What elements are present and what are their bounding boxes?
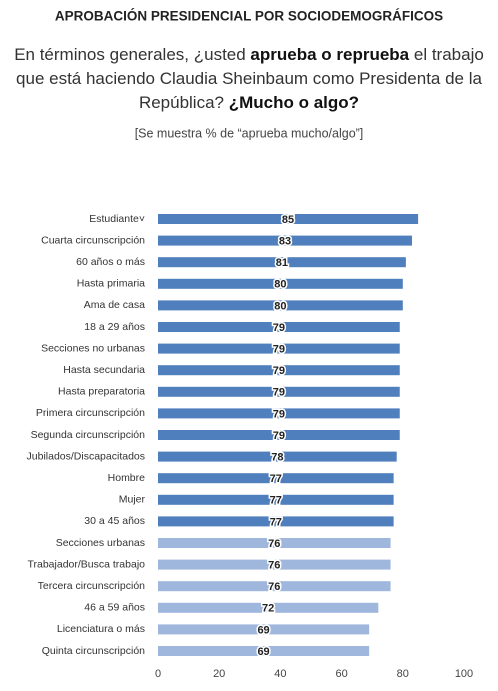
category-label: Jubilados/Discapacitados [27,450,145,462]
value-label: 80 [274,300,286,312]
category-label: Hasta secundaria [63,364,145,376]
bar [158,214,419,224]
bar [158,300,403,311]
value-label: 76 [268,581,280,593]
x-tick-label: 100 [455,668,473,680]
bar [158,365,400,376]
value-label: 69 [257,624,269,636]
bar [158,559,391,570]
category-label: Estudiante˅ [89,213,145,225]
category-label: Mujer [119,494,146,506]
bar [158,494,394,505]
value-label: 79 [273,408,285,420]
subtitle-part: el trabajo que está haciendo Claudia She… [16,45,484,112]
value-label: 80 [274,279,286,291]
value-label: 85 [282,214,294,226]
category-label: Tercera circunscripción [38,580,146,592]
subtitle-part: En términos generales, ¿usted [14,45,251,64]
value-label: 79 [273,344,285,356]
category-label: Secciones no urbanas [41,342,145,354]
category-label: Licenciatura o más [57,623,145,635]
category-label: Quinta circunscripción [42,645,145,657]
bar [158,408,400,419]
x-tick-label: 0 [155,668,161,680]
bar [158,451,397,462]
subtitle-part: aprueba o reprueba [250,45,410,64]
bar [158,235,412,246]
x-tick-label: 80 [397,668,409,680]
value-label: 69 [257,646,269,658]
value-label: 77 [270,516,282,528]
value-label: 76 [268,538,280,550]
bar [158,473,394,484]
bar [158,343,400,354]
x-tick-label: 20 [213,668,225,680]
value-label: 78 [271,452,283,464]
value-label: 77 [270,473,282,485]
value-label: 79 [273,430,285,442]
value-label: 79 [273,365,285,377]
bar [158,516,394,527]
category-label: 46 a 59 años [84,602,145,614]
bar [158,602,379,613]
category-label: Hasta preparatoria [58,386,145,398]
category-label: Secciones urbanas [56,537,145,549]
subtitle-part: ¿Mucho o algo? [228,93,360,112]
category-label: 30 a 45 años [84,515,145,527]
bar [158,257,406,268]
category-label: 60 años o más [76,256,145,268]
x-tick-label: 40 [274,668,286,680]
category-label: 18 a 29 años [84,321,145,333]
value-label: 72 [262,603,274,615]
bar [158,278,403,289]
value-label: 79 [273,387,285,399]
subtitle: En términos generales, ¿usted aprueba o … [0,43,498,115]
bar [158,322,400,332]
bar [158,624,370,635]
bar [158,386,400,397]
category-label: Trabajador/Busca trabajo [27,558,145,570]
bar [158,430,400,440]
chart-title: APROBACIÓN PRESIDENCIAL POR SOCIODEMOGRÁ… [55,9,443,24]
category-label: Ama de casa [84,299,145,311]
category-label: Hombre [108,472,146,484]
category-label: Cuarta circunscripción [41,234,145,246]
value-label: 81 [276,257,288,269]
x-tick-label: 60 [335,668,347,680]
bar [158,581,391,592]
category-label: Segunda circunscripción [31,429,146,441]
value-label: 83 [279,236,291,248]
category-label: Primera circunscripción [36,407,145,419]
bar [158,538,391,548]
value-label: 79 [273,322,285,334]
value-label: 76 [268,560,280,572]
bar [158,646,370,656]
category-label: Hasta primaria [77,278,145,290]
value-label: 77 [270,495,282,507]
note: [Se muestra % de “aprueba mucho/algo”] [135,126,364,140]
